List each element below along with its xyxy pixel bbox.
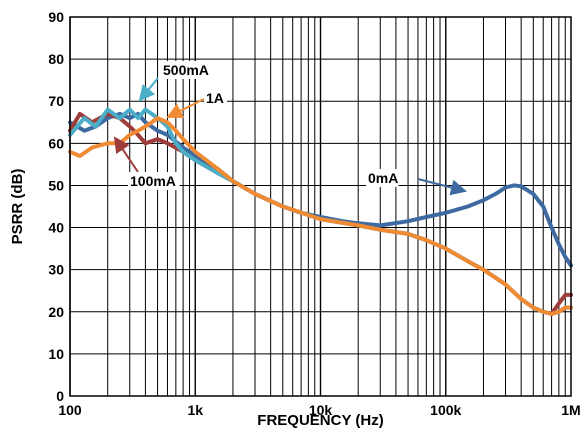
annotation-bg xyxy=(128,172,180,190)
plot-frame xyxy=(69,16,572,397)
grid xyxy=(69,16,571,397)
y-tick-label: 70 xyxy=(48,93,64,109)
y-tick-label: 90 xyxy=(48,9,64,25)
y-tick-label: 10 xyxy=(48,346,64,362)
x-tick-label: 1M xyxy=(561,402,580,418)
y-tick-label: 30 xyxy=(48,262,64,278)
annotation-bg xyxy=(366,169,399,187)
x-tick-label: 100 xyxy=(58,402,82,418)
y-tick-label: 20 xyxy=(48,304,64,320)
annotation-label-0mA: 0mA xyxy=(368,170,398,186)
annotation-arrow-1A xyxy=(166,98,205,118)
annotation-bg xyxy=(161,61,213,79)
y-axis-title: PSRR (dB) xyxy=(9,169,26,245)
series-lines xyxy=(68,107,573,316)
annotation-label-100mA: 100mA xyxy=(130,173,176,189)
x-tick-label: 100k xyxy=(430,402,461,418)
x-tick-label: 1k xyxy=(187,402,203,418)
annotation-bg xyxy=(204,89,227,107)
y-tick-label: 80 xyxy=(48,51,64,67)
y-tick-label: 0 xyxy=(56,388,64,404)
annotation-label-1A: 1A xyxy=(206,90,224,106)
y-tick-label: 40 xyxy=(48,220,64,236)
annotations: 500mA 1A 100mA 0mA xyxy=(113,61,467,196)
y-tick-label: 50 xyxy=(48,177,64,193)
y-tick-label: 60 xyxy=(48,135,64,151)
series-line-1A xyxy=(68,116,573,316)
annotation-arrow-0mA xyxy=(417,178,467,196)
tick-labels: 0 10 20 30 40 50 60 70 80 90 100 1k 10k 100k 1M xyxy=(48,9,580,418)
annotation-arrow-500mA xyxy=(138,77,159,102)
annotation-arrow-100mA xyxy=(113,136,139,173)
x-axis-title: FREQUENCY (Hz) xyxy=(257,412,383,429)
x-tick-label: 10k xyxy=(309,402,333,418)
annotation-label-500mA: 500mA xyxy=(163,62,209,78)
